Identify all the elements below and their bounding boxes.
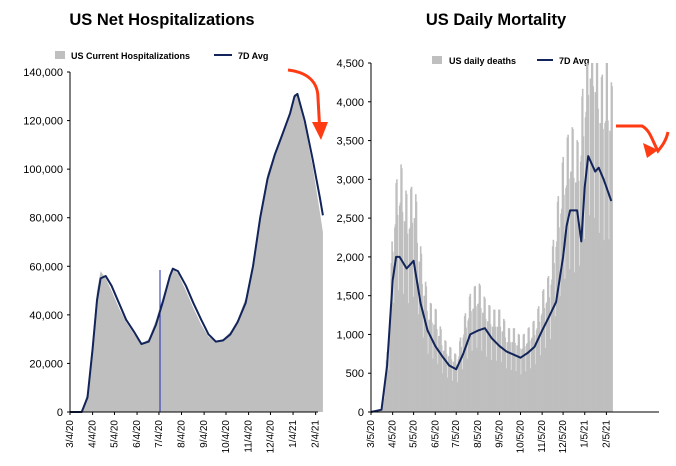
down-arrow-annotation	[287, 68, 322, 135]
legend: US daily deaths 7D Avg	[432, 56, 589, 66]
x-tick-label: 2/4/21	[311, 420, 322, 448]
legend-label-7d-avg: 7D Avg	[238, 51, 268, 61]
hospitalizations-area	[70, 93, 323, 413]
x-tick-label: 4/4/20	[88, 420, 99, 448]
x-tick-label: 12/5/20	[558, 420, 569, 454]
x-tick-label: 7/4/20	[154, 420, 165, 448]
y-tick-label: 40,000	[29, 310, 63, 322]
y-tick-label: 140,000	[23, 67, 63, 79]
y-tick-label: 120,000	[23, 116, 63, 128]
x-tick-label: 12/4/20	[265, 420, 276, 454]
x-tick-label: 2/5/21	[601, 420, 612, 448]
x-tick-label: 7/5/20	[451, 420, 462, 448]
x-tick-label: 5/5/20	[409, 420, 420, 448]
x-tick-label: 6/4/20	[132, 420, 143, 448]
x-tick-label: 8/5/20	[473, 420, 484, 448]
arrowhead	[643, 143, 658, 158]
x-tick-label: 1/4/21	[288, 420, 299, 448]
legend: US Current Hospitalizations 7D Avg	[55, 51, 268, 61]
x-tick-label: 4/5/20	[388, 420, 399, 448]
x-tick-label: 11/4/20	[244, 420, 255, 453]
seven-day-avg-line	[70, 92, 324, 413]
y-tick-label: 1,000	[336, 329, 364, 341]
y-tick-label: 80,000	[29, 213, 63, 225]
y-tick-label: 100,000	[23, 164, 63, 176]
x-tick-label: 6/5/20	[430, 420, 441, 448]
curved-arrow-annotation	[616, 124, 670, 154]
arrowhead	[312, 122, 328, 140]
y-tick-label: 4,500	[336, 58, 364, 70]
x-tick-label: 9/5/20	[495, 420, 506, 448]
daily-death-bar	[611, 86, 613, 413]
x-tick-label: 9/4/20	[199, 420, 210, 448]
legend-label-daily-deaths: US daily deaths	[449, 56, 516, 66]
hospitalizations-chart: US Net Hospitalizations US Current Hospi…	[23, 11, 328, 453]
x-tick-label: 11/5/20	[537, 420, 548, 453]
legend-label-7d-avg: 7D Avg	[559, 56, 589, 66]
mortality-chart: US Daily Mortality US daily deaths 7D Av…	[336, 11, 670, 454]
chart-title: US Net Hospitalizations	[69, 11, 254, 29]
y-tick-label: 2,500	[336, 213, 364, 225]
legend-label-current-hospitalizations: US Current Hospitalizations	[71, 51, 190, 61]
seven-day-avg-line	[370, 155, 613, 413]
y-tick-label: 3,000	[336, 174, 364, 186]
chart-title: US Daily Mortality	[426, 11, 567, 29]
x-tick-label: 1/5/21	[580, 420, 591, 448]
legend-swatch-bars	[432, 56, 442, 64]
y-tick-label: 2,000	[336, 252, 364, 264]
x-tick-label: 10/5/20	[515, 420, 526, 454]
y-tick-label: 1,500	[336, 291, 364, 303]
y-tick-label: 500	[346, 368, 364, 380]
y-tick-label: 20,000	[29, 358, 63, 370]
x-tick-label: 5/4/20	[109, 420, 120, 448]
y-tick-label: 60,000	[29, 261, 63, 273]
y-tick-label: 4,000	[336, 97, 364, 109]
y-tick-label: 3,500	[336, 136, 364, 148]
y-tick-label: 0	[57, 407, 63, 419]
x-tick-label: 10/4/20	[221, 420, 232, 454]
x-tick-label: 3/4/20	[65, 420, 76, 448]
y-tick-label: 0	[358, 407, 364, 419]
x-tick-label: 8/4/20	[177, 420, 188, 448]
x-tick-label: 3/5/20	[366, 420, 377, 448]
legend-swatch-area	[55, 51, 65, 59]
